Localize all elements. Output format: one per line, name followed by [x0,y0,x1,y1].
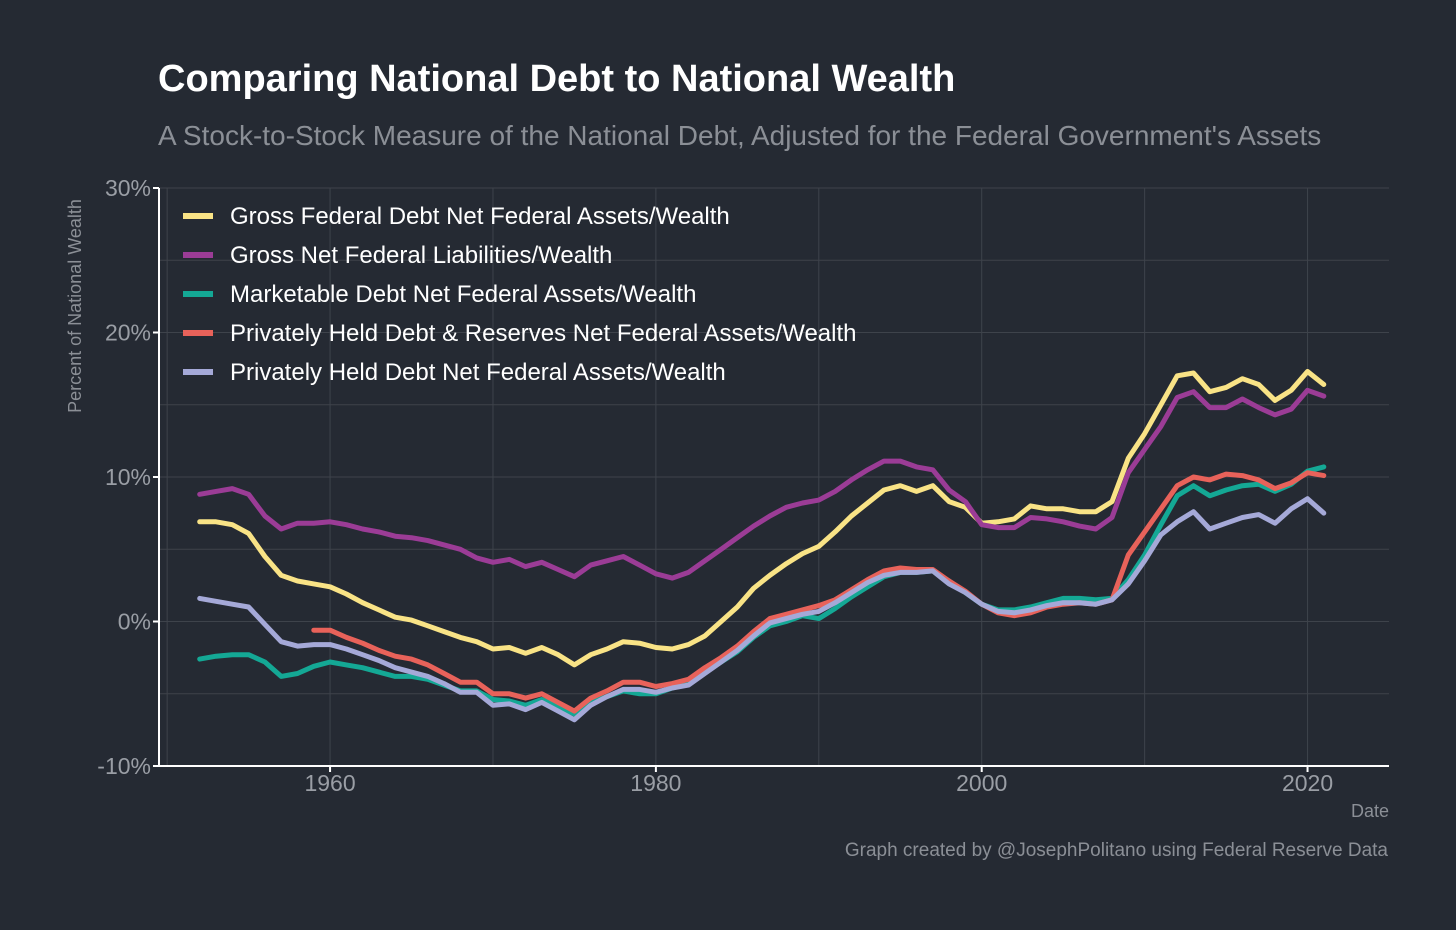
legend-label: Gross Net Federal Liabilities/Wealth [230,242,612,269]
x-tick-label: 1960 [304,770,355,796]
legend-label: Marketable Debt Net Federal Assets/Wealt… [230,281,696,308]
series-line-4 [311,470,1327,714]
legend-label: Privately Held Debt Net Federal Assets/W… [230,359,726,386]
series-line-5 [197,496,1327,723]
y-tick-label: 10% [105,464,151,490]
legend-label: Privately Held Debt & Reserves Net Feder… [230,320,856,347]
x-axis-title: Date [1351,801,1389,821]
chart-grid [159,187,1389,767]
legend-label: Gross Federal Debt Net Federal Assets/We… [230,203,730,230]
y-axis-title: Percent of National Wealth [65,199,85,413]
axis-ticks: -10% 0% 10% 20% 30% 1960 1980 2000 2020 [97,175,1333,796]
series-line-3 [197,464,1327,717]
y-tick-label: 0% [118,609,151,635]
x-tick-label: 1980 [630,770,681,796]
source-caption: Graph created by @JosephPolitano using F… [844,840,1388,861]
series-lines [197,369,1327,723]
x-tick-label: 2000 [956,770,1007,796]
series-line-2 [197,387,1327,581]
chart-title: Comparing National Debt to National Weal… [158,58,956,100]
y-tick-label: 20% [105,320,151,346]
legend: Gross Federal Debt Net Federal Assets/We… [183,203,856,386]
y-tick-label: -10% [97,753,151,779]
chart-subtitle: A Stock-to-Stock Measure of the National… [158,120,1322,151]
y-tick-label: 30% [105,175,151,201]
series-line-1 [197,369,1327,668]
x-tick-label: 2020 [1282,770,1333,796]
